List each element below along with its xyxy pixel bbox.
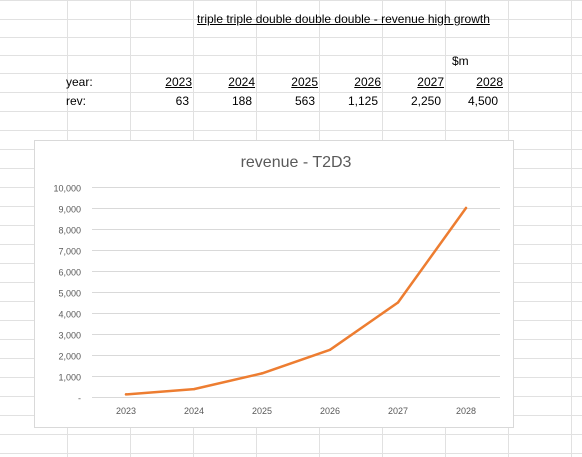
data-point-2026 (328, 348, 332, 351)
x-tick-label-2023: 2023 (116, 406, 136, 416)
x-tick-label-2024: 2024 (184, 406, 204, 416)
data-point-2024 (192, 387, 196, 391)
rev-row-label[interactable]: rev: (66, 94, 87, 108)
rev-cell-2025[interactable]: 563 (294, 94, 315, 108)
rev-cell-2027[interactable]: 2,250 (410, 94, 441, 108)
chart-title: revenue - T2D3 (241, 154, 352, 171)
year-cell-2026[interactable]: 2026 (354, 75, 381, 89)
rev-cell-2028[interactable]: 4,500 (467, 94, 498, 108)
data-point-2025 (260, 372, 264, 375)
year-cell-2023[interactable]: 2023 (165, 75, 192, 89)
y-tick-label-1: 1,000 (58, 373, 81, 383)
series-line-0 (124, 206, 468, 396)
y-tick-label-2: 2,000 (58, 352, 81, 362)
rev-cell-2023[interactable]: 63 (175, 94, 189, 108)
year-row-label[interactable]: year: (66, 75, 93, 89)
x-tick-label-2027: 2027 (388, 406, 408, 416)
x-tick-label-2026: 2026 (320, 406, 340, 416)
rev-cell-2026[interactable]: 1,125 (347, 94, 378, 108)
x-tick-label-2028: 2028 (456, 406, 476, 416)
year-cell-2025[interactable]: 2025 (291, 75, 318, 89)
x-tick-label-2025: 2025 (252, 406, 272, 416)
y-tick-label-8: 8,000 (58, 226, 81, 236)
data-point-2023 (124, 393, 128, 396)
y-tick-label-0: - (78, 394, 81, 404)
y-tick-label-6: 6,000 (58, 268, 81, 278)
data-point-2027 (396, 301, 400, 304)
unit-label[interactable]: $m (452, 54, 469, 68)
year-cell-2024[interactable]: 2024 (228, 75, 255, 89)
y-tick-label-3: 3,000 (58, 331, 81, 341)
revenue-chart[interactable]: revenue - T2D3 - 1,000 2,000 3,000 4,000 5,000… (34, 140, 514, 428)
year-cell-2028[interactable]: 2028 (476, 75, 503, 89)
data-point-2028 (464, 206, 468, 210)
rev-cell-2024[interactable]: 188 (231, 94, 252, 108)
chart-plot: revenue - T2D3 - 1,000 2,000 3,000 4,000 5,000… (53, 154, 500, 416)
year-cell-2027[interactable]: 2027 (417, 75, 444, 89)
y-tick-label-7: 7,000 (58, 247, 81, 257)
y-tick-label-4: 4,000 (58, 310, 81, 320)
y-tick-label-9: 9,000 (58, 205, 81, 215)
sheet-heading[interactable]: triple triple double double double - rev… (197, 12, 490, 26)
y-tick-label-10: 10,000 (53, 184, 81, 194)
y-tick-label-5: 5,000 (58, 289, 81, 299)
